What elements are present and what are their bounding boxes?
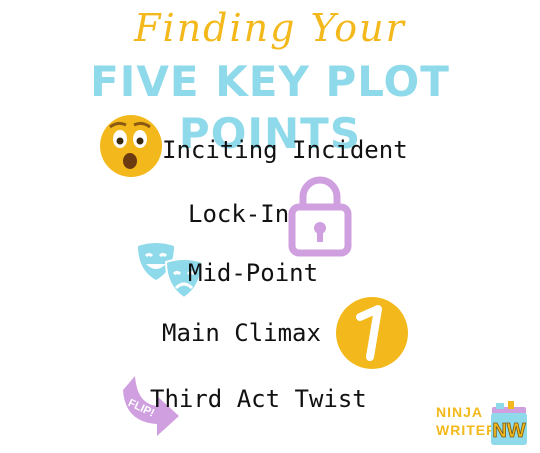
plot-point-mid-point: Mid-Point <box>188 259 319 287</box>
plot-point-lock-in: Lock-In <box>188 200 290 228</box>
plot-point-main-climax: Main Climax <box>162 319 321 347</box>
brand-line-1: NINJA <box>436 404 484 420</box>
number-one-icon <box>336 297 408 369</box>
logo-text: NW <box>492 420 525 442</box>
padlock-icon <box>288 176 352 257</box>
brand-wordmark: NINJA WRITERS <box>436 403 508 439</box>
ninja-writers-logo-icon: NW <box>491 401 527 445</box>
page-title: FIVE KEY PLOT POINTS <box>90 57 450 158</box>
brand-line-2: WRITERS <box>436 422 508 438</box>
shocked-face-icon <box>100 115 162 177</box>
flip-arrow-icon: FLIP! <box>123 376 179 436</box>
theater-masks-icon <box>138 243 204 300</box>
plot-point-third-act-twist: Third Act Twist <box>150 385 367 413</box>
script-subtitle: Finding Your <box>134 6 406 50</box>
plot-point-inciting-incident: Inciting Incident <box>162 136 408 164</box>
